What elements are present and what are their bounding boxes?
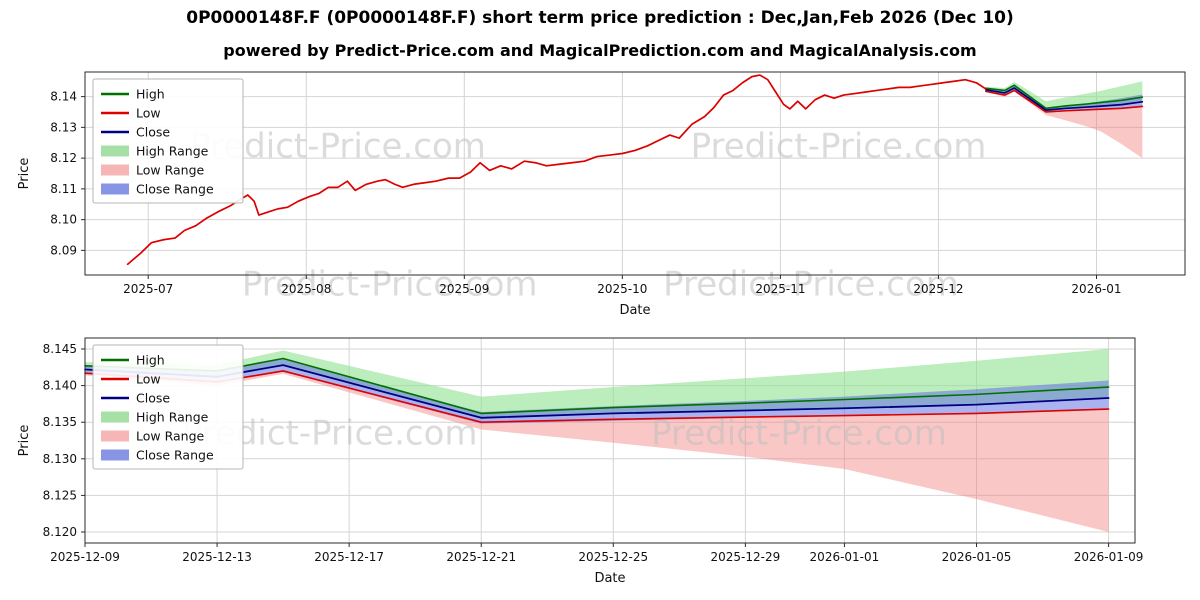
y-tick-label: 8.10 <box>50 213 77 227</box>
legend-swatch-high-range <box>101 145 129 157</box>
page-subtitle: powered by Predict-Price.com and Magical… <box>223 41 977 60</box>
y-tick-label: 8.120 <box>43 525 77 539</box>
x-tick-label: 2025-12-21 <box>446 550 516 564</box>
legend-label: High <box>136 353 165 368</box>
legend-label: High Range <box>136 144 209 159</box>
y-tick-label: 8.14 <box>50 90 77 104</box>
y-axis-label: Price <box>17 158 32 190</box>
top-chart: Predict-Price.com Predict-Price.com Predic… <box>17 71 1186 318</box>
watermark: Predict-Price.com <box>663 264 959 304</box>
y-tick-label: 8.125 <box>43 488 77 502</box>
y-tick-label: 8.130 <box>43 452 77 466</box>
legend-label: Low Range <box>136 429 205 444</box>
x-tick-label: 2025-10 <box>597 282 647 296</box>
y-tick-label: 8.135 <box>43 415 77 429</box>
y-tick-label: 8.09 <box>50 243 77 257</box>
legend-label: Close <box>136 125 170 140</box>
legend-swatch-low-range <box>101 430 129 442</box>
x-axis-label: Date <box>594 571 625 586</box>
x-tick-label: 2025-09 <box>439 282 489 296</box>
x-tick-label: 2025-12 <box>913 282 963 296</box>
low-range-band <box>85 370 1109 533</box>
legend-label: Close Range <box>136 182 214 197</box>
x-tick-label: 2026-01-01 <box>810 550 880 564</box>
forecast-high-line <box>985 84 1144 110</box>
x-tick-label: 2025-12-17 <box>314 550 384 564</box>
low-range-band <box>985 90 1143 159</box>
x-axis-label: Date <box>619 303 650 318</box>
page-title: 0P0000148F.F (0P0000148F.F) short term p… <box>186 8 1014 28</box>
legend-swatch-close-range <box>101 183 129 195</box>
legend-label: Low <box>136 372 161 387</box>
y-tick-label: 8.13 <box>50 120 77 134</box>
legend-box <box>92 78 244 204</box>
x-tick-label: 2025-11 <box>755 282 805 296</box>
legend-label: Low <box>136 106 161 121</box>
y-tick-label: 8.11 <box>50 182 77 196</box>
y-tick-label: 8.140 <box>43 379 77 393</box>
forecast-close-line <box>985 87 1144 111</box>
legend-label: High <box>136 87 165 102</box>
legend-label: Low Range <box>136 163 205 178</box>
history-low-line <box>126 74 987 266</box>
plot-frame <box>84 71 1186 276</box>
plot-frame <box>84 337 1136 544</box>
x-tick-label: 2026-01 <box>1071 282 1121 296</box>
watermark: Predict-Price.com <box>691 126 987 166</box>
x-tick-label: 2025-07 <box>123 282 173 296</box>
legend-swatch-close-range <box>101 449 129 461</box>
x-tick-label: 2025-08 <box>281 282 331 296</box>
legend-label: High Range <box>136 410 209 425</box>
x-tick-label: 2025-12-09 <box>50 550 120 564</box>
forecast-low-line <box>985 89 1144 113</box>
x-tick-label: 2025-12-29 <box>711 550 781 564</box>
y-axis-label: Price <box>17 425 32 457</box>
legend: High Low Close High Range Low Range Close Ran… <box>92 78 244 204</box>
legend-label: Close Range <box>136 448 214 463</box>
watermark: Predict-Price.com <box>651 414 947 454</box>
bottom-chart: Predict-Price.com Predict-Price.com2025-1… <box>17 337 1144 586</box>
watermark: Predict-Price.com <box>242 264 538 304</box>
x-tick-label: 2026-01-05 <box>942 550 1012 564</box>
legend-box <box>92 344 244 470</box>
y-tick-label: 8.12 <box>50 151 77 165</box>
legend: High Low Close High Range Low Range Close Ran… <box>92 344 244 470</box>
x-tick-label: 2026-01-09 <box>1074 550 1144 564</box>
x-tick-label: 2025-12-13 <box>182 550 252 564</box>
legend-swatch-low-range <box>101 164 129 176</box>
legend-label: Close <box>136 391 170 406</box>
y-tick-label: 8.145 <box>43 342 77 356</box>
legend-swatch-high-range <box>101 411 129 423</box>
x-tick-label: 2025-12-25 <box>578 550 648 564</box>
